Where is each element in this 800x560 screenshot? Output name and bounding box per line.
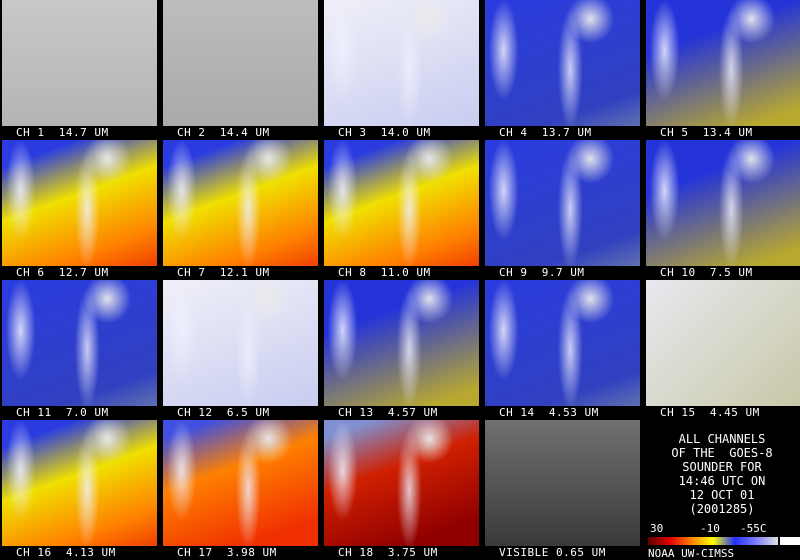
panel: CH 8 11.0 UM	[322, 140, 480, 280]
satellite-image	[2, 420, 157, 546]
panel: CH 13 4.57 UM	[322, 280, 480, 420]
satellite-image	[646, 0, 800, 126]
info-block: ALL CHANNELS OF THE GOES-8 SOUNDER FOR 14:4…	[644, 420, 800, 560]
panel: CH 5 13.4 UM	[644, 0, 800, 140]
panel: CH 9 9.7 UM	[483, 140, 641, 280]
panel-label: CH 2 14.4 UM	[177, 126, 270, 139]
satellite-image	[324, 140, 479, 266]
info-line: 14:46 UTC ON	[678, 474, 766, 488]
satellite-image	[485, 140, 640, 266]
panel: CH 11 7.0 UM	[0, 280, 158, 420]
info-line: SOUNDER FOR	[682, 460, 762, 474]
satellite-image	[163, 0, 318, 126]
satellite-image	[163, 140, 318, 266]
panel: CH 6 12.7 UM	[0, 140, 158, 280]
info-line: (2001285)	[689, 502, 755, 516]
satellite-image	[646, 280, 800, 406]
panel: CH 1 14.7 UM	[0, 0, 158, 140]
panel: CH 7 12.1 UM	[161, 140, 319, 280]
panel-label: CH 14 4.53 UM	[499, 406, 599, 419]
panel-label: CH 16 4.13 UM	[16, 546, 116, 559]
panel-label: CH 6 12.7 UM	[16, 266, 109, 279]
satellite-image	[163, 280, 318, 406]
panel-label: CH 13 4.57 UM	[338, 406, 438, 419]
panel: CH 15 4.45 UM	[644, 280, 800, 420]
panel-label: CH 5 13.4 UM	[660, 126, 753, 139]
panel: CH 18 3.75 UM	[322, 420, 480, 560]
panel-label: CH 10 7.5 UM	[660, 266, 753, 279]
panel: CH 4 13.7 UM	[483, 0, 641, 140]
satellite-image	[485, 280, 640, 406]
panel-label: VISIBLE 0.65 UM	[499, 546, 606, 559]
satellite-image	[2, 280, 157, 406]
panel: CH 2 14.4 UM	[161, 0, 319, 140]
panel-label: CH 9 9.7 UM	[499, 266, 585, 279]
satellite-image	[324, 0, 479, 126]
panel-label: CH 1 14.7 UM	[16, 126, 109, 139]
panel-label: CH 17 3.98 UM	[177, 546, 277, 559]
satellite-image	[324, 280, 479, 406]
color-bar-end	[780, 537, 800, 545]
panel-label: CH 8 11.0 UM	[338, 266, 431, 279]
panel-label: CH 4 13.7 UM	[499, 126, 592, 139]
panel: CH 12 6.5 UM	[161, 280, 319, 420]
satellite-image	[163, 420, 318, 546]
satellite-image	[646, 140, 800, 266]
panel-label: CH 7 12.1 UM	[177, 266, 270, 279]
info-line: 12 OCT 01	[689, 488, 755, 502]
color-bar	[648, 537, 778, 545]
satellite-image	[324, 420, 479, 546]
info-line: ALL CHANNELS	[678, 432, 766, 446]
panel-label: CH 3 14.0 UM	[338, 126, 431, 139]
panel-label: CH 11 7.0 UM	[16, 406, 109, 419]
panel-label: CH 18 3.75 UM	[338, 546, 438, 559]
panel: VISIBLE 0.65 UM	[483, 420, 641, 560]
panel-label: CH 12 6.5 UM	[177, 406, 270, 419]
colorbar-label: 30	[650, 522, 664, 535]
info-line: OF THE GOES-8	[671, 446, 773, 460]
colorbar-label: -55C	[740, 522, 767, 535]
panel-label: CH 15 4.45 UM	[660, 406, 760, 419]
satellite-image	[2, 140, 157, 266]
satellite-image	[2, 0, 157, 126]
panel: CH 16 4.13 UM	[0, 420, 158, 560]
colorbar-label: -10	[700, 522, 720, 535]
satellite-image	[485, 420, 640, 546]
panel: CH 14 4.53 UM	[483, 280, 641, 420]
panel: CH 3 14.0 UM	[322, 0, 480, 140]
panel: CH 17 3.98 UM	[161, 420, 319, 560]
satellite-image	[485, 0, 640, 126]
credit: NOAA UW-CIMSS	[648, 547, 735, 560]
panel: CH 10 7.5 UM	[644, 140, 800, 280]
